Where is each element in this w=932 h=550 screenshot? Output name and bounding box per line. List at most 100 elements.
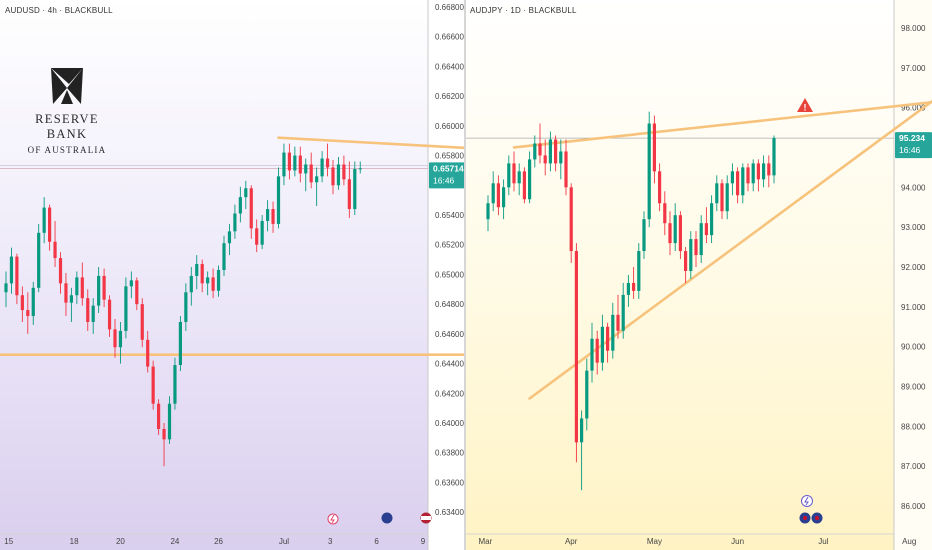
candle-body[interactable] — [157, 403, 161, 429]
candle-body[interactable] — [97, 275, 101, 306]
candle-body[interactable] — [756, 163, 760, 180]
candle-body[interactable] — [325, 158, 330, 168]
candle-body[interactable] — [652, 123, 656, 172]
candle-body[interactable] — [64, 283, 68, 303]
candle-body[interactable] — [20, 295, 24, 311]
candle-body[interactable] — [600, 326, 604, 363]
candle-body[interactable] — [58, 258, 63, 284]
candle-body[interactable] — [222, 243, 226, 270]
candle-body[interactable] — [69, 295, 73, 303]
candle-body[interactable] — [200, 264, 204, 284]
candle-body[interactable] — [751, 163, 755, 184]
candle-body[interactable] — [162, 428, 166, 440]
candle-body[interactable] — [762, 163, 766, 180]
candle-body[interactable] — [4, 283, 8, 293]
candle-body[interactable] — [684, 251, 688, 271]
candle-body[interactable] — [173, 365, 177, 404]
candle-body[interactable] — [548, 139, 552, 164]
candle-body[interactable] — [746, 167, 750, 184]
event-lightning-icon[interactable] — [801, 495, 813, 507]
candle-body[interactable] — [260, 220, 264, 245]
candle-body[interactable] — [233, 213, 237, 232]
candle-body[interactable] — [580, 418, 584, 443]
candle-body[interactable] — [559, 151, 563, 164]
audusd-chart-panel[interactable]: 0.66800 0.66600 0.66400 0.66200 0.66000 0.658… — [0, 0, 466, 550]
price-axis-area[interactable] — [428, 0, 466, 550]
candle-body[interactable] — [486, 203, 490, 220]
audjpy-chart-panel[interactable]: 98.000 97.000 96.000 94.000 93.000 92.000 91.0… — [466, 0, 932, 550]
candle-body[interactable] — [611, 314, 615, 351]
audjpy-chart-svg[interactable]: 98.000 97.000 96.000 94.000 93.000 92.000 91.0… — [466, 0, 932, 550]
candle-body[interactable] — [151, 366, 155, 404]
candle-body[interactable] — [48, 207, 52, 242]
candle-body[interactable] — [502, 187, 506, 208]
candle-body[interactable] — [287, 152, 291, 171]
price-axis-area[interactable] — [894, 0, 932, 550]
candle-body[interactable] — [590, 338, 594, 371]
candle-body[interactable] — [543, 155, 547, 164]
candle-body[interactable] — [694, 239, 698, 256]
candle-body[interactable] — [658, 171, 662, 204]
candle-body[interactable] — [140, 304, 144, 340]
candle-body[interactable] — [216, 269, 221, 291]
candle-body[interactable] — [9, 256, 14, 284]
trendline[interactable] — [528, 84, 932, 400]
candle-body[interactable] — [206, 277, 210, 284]
candle-body[interactable] — [512, 163, 516, 184]
candle-body[interactable] — [113, 329, 117, 348]
candle-body[interactable] — [184, 292, 188, 322]
candle-body[interactable] — [298, 155, 302, 174]
candle-body[interactable] — [178, 321, 182, 366]
candle-body[interactable] — [637, 251, 641, 291]
candle-body[interactable] — [53, 241, 57, 259]
candle-body[interactable] — [102, 275, 106, 300]
candle-body[interactable] — [238, 197, 242, 214]
event-lightning-icon[interactable] — [327, 513, 339, 525]
candle-body[interactable] — [37, 232, 41, 288]
candle-body[interactable] — [107, 299, 112, 330]
candle-body[interactable] — [15, 256, 19, 296]
candle-body[interactable] — [538, 143, 542, 156]
trendline[interactable] — [277, 136, 467, 156]
candle-body[interactable] — [720, 183, 724, 212]
candle-body[interactable] — [276, 176, 281, 224]
candle-body[interactable] — [699, 223, 703, 256]
candle-body[interactable] — [507, 163, 511, 188]
candle-body[interactable] — [91, 305, 95, 322]
audusd-chart-svg[interactable]: 0.66800 0.66600 0.66400 0.66200 0.66000 0.658… — [0, 0, 466, 550]
candle-body[interactable] — [244, 188, 248, 198]
candle-body[interactable] — [595, 338, 599, 363]
candle-body[interactable] — [574, 251, 578, 443]
candle-body[interactable] — [293, 155, 297, 171]
candle-body[interactable] — [26, 310, 30, 317]
candle-body[interactable] — [668, 223, 672, 244]
candle-body[interactable] — [336, 164, 341, 186]
candle-body[interactable] — [353, 168, 357, 210]
candle-body[interactable] — [75, 277, 79, 296]
candle-body[interactable] — [342, 164, 346, 180]
candle-body[interactable] — [129, 280, 133, 287]
candle-body[interactable] — [124, 286, 128, 331]
candle-body[interactable] — [632, 282, 636, 291]
candle-body[interactable] — [606, 326, 610, 351]
candle-body[interactable] — [621, 294, 625, 331]
candle-body[interactable] — [195, 264, 199, 276]
candle-body[interactable] — [331, 167, 335, 186]
candle-body[interactable] — [118, 330, 123, 348]
candle-body[interactable] — [86, 298, 90, 322]
candle-body[interactable] — [271, 209, 275, 224]
candle-body[interactable] — [663, 203, 667, 224]
candle-body[interactable] — [31, 287, 35, 317]
candle-body[interactable] — [189, 275, 193, 293]
candle-body[interactable] — [211, 277, 215, 291]
candle-body[interactable] — [528, 159, 532, 200]
candle-body[interactable] — [227, 231, 232, 244]
trendline[interactable] — [512, 100, 932, 149]
candle-body[interactable] — [689, 239, 693, 271]
candle-body[interactable] — [522, 171, 526, 200]
candle-body[interactable] — [42, 207, 46, 233]
candle-body[interactable] — [554, 139, 558, 164]
candle-body[interactable] — [616, 314, 620, 331]
candle-body[interactable] — [309, 164, 313, 183]
candle-body[interactable] — [266, 209, 270, 221]
